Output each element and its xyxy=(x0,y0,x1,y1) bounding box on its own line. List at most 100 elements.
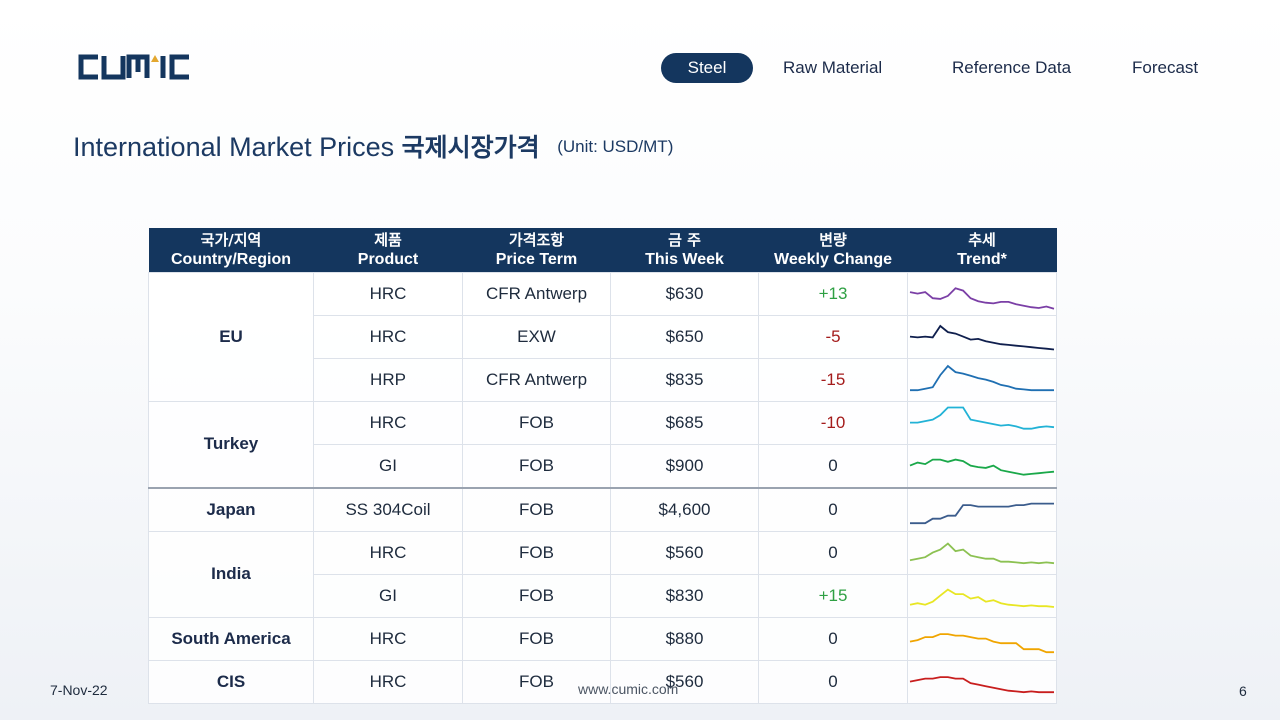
unit-label: (Unit: USD/MT) xyxy=(557,137,674,156)
trend-line xyxy=(910,364,1054,391)
trend-sparkline xyxy=(909,541,1055,564)
change-cell: 0 xyxy=(758,486,908,532)
header-price-term: 가격조항 Price Term xyxy=(462,228,611,272)
term-cell: FOB xyxy=(462,400,611,445)
trend-sparkline xyxy=(909,632,1054,653)
term-cell: FOB xyxy=(462,530,611,575)
table-row: South America HRC FOB $880 0 xyxy=(148,616,1057,661)
trend-sparkline xyxy=(909,286,1055,310)
trend-sparkline xyxy=(910,364,1054,391)
trend-line xyxy=(909,588,1055,608)
price-cell: $830 xyxy=(610,573,759,618)
term-cell: FOB xyxy=(462,659,611,704)
market-price-table: 국가/지역 Country/Region 제품 Product 가격조항 Price … xyxy=(148,228,1057,704)
price-cell: $835 xyxy=(610,357,759,402)
change-cell: -5 xyxy=(758,314,908,359)
product-cell: GI xyxy=(313,573,463,618)
trend-sparkline xyxy=(909,458,1055,476)
price-cell: $650 xyxy=(610,314,759,359)
change-cell: 0 xyxy=(758,616,908,661)
header-trend: 추세 Trend* xyxy=(907,228,1057,272)
trend-cell xyxy=(907,357,1057,402)
header-country: 국가/지역 Country/Region xyxy=(148,228,314,272)
country-cell: CIS xyxy=(148,659,314,704)
table-row: HRP CFR Antwerp $835 -15 xyxy=(149,357,1057,402)
table-row: GI FOB $900 0 xyxy=(149,443,1057,488)
trend-cell xyxy=(907,616,1057,661)
product-cell: HRP xyxy=(313,357,463,402)
page-title-en: International Market Prices xyxy=(73,132,395,162)
change-cell: -15 xyxy=(758,357,908,402)
nav-reference-data-tab[interactable]: Reference Data xyxy=(952,58,1072,77)
page-title: International Market Prices 국제시장가격 (Unit… xyxy=(73,128,673,164)
term-cell: CFR Antwerp xyxy=(462,357,611,402)
product-cell: HRC xyxy=(313,271,463,316)
term-cell: FOB xyxy=(462,616,611,661)
trend-line xyxy=(909,541,1055,564)
trend-cell xyxy=(907,486,1057,532)
country-cell: India xyxy=(148,530,314,618)
term-cell: FOB xyxy=(462,486,611,532)
table-row: EU HRC CFR Antwerp $630 +13 xyxy=(148,271,1057,402)
trend-sparkline xyxy=(910,502,1054,524)
country-cell: Japan xyxy=(148,486,314,532)
header-this-week: 금 주 This Week xyxy=(610,228,759,272)
trend-sparkline xyxy=(909,588,1055,608)
trend-cell xyxy=(907,443,1057,488)
price-cell: $4,600 xyxy=(610,486,759,532)
product-cell: SS 304Coil xyxy=(313,486,463,532)
table-row: Japan SS 304Coil FOB $4,600 0 xyxy=(148,486,1057,532)
page-title-ko: 국제시장가격 xyxy=(401,133,540,162)
table-header-row: 국가/지역 Country/Region 제품 Product 가격조항 Price … xyxy=(148,228,1057,272)
trend-cell xyxy=(907,314,1057,359)
table-row: CIS HRC FOB $560 0 xyxy=(148,659,1057,704)
trend-line xyxy=(909,675,1054,693)
product-cell: GI xyxy=(313,443,463,488)
price-cell: $630 xyxy=(610,271,759,316)
trend-cell xyxy=(907,659,1057,704)
change-cell: +13 xyxy=(758,271,908,316)
trend-line xyxy=(909,458,1055,476)
nav-raw-material-tab[interactable]: Raw Material xyxy=(783,58,883,77)
change-cell: +15 xyxy=(758,573,908,618)
price-cell: $900 xyxy=(610,443,759,488)
trend-cell xyxy=(907,530,1057,575)
change-cell: -10 xyxy=(758,400,908,445)
trend-line xyxy=(909,324,1055,350)
trend-line xyxy=(910,502,1054,524)
table-row: India HRC FOB $560 0 xyxy=(148,530,1057,618)
country-cell: EU xyxy=(148,271,314,402)
change-cell: 0 xyxy=(758,659,908,704)
term-cell: FOB xyxy=(462,443,611,488)
page-number: 6 xyxy=(1239,683,1247,699)
change-cell: 0 xyxy=(758,530,908,575)
header-weekly-change: 변량 Weekly Change xyxy=(758,228,908,272)
price-cell: $685 xyxy=(610,400,759,445)
table-row: GI FOB $830 +15 xyxy=(149,573,1057,618)
cumic-logo xyxy=(78,54,189,80)
nav-forecast-tab[interactable]: Forecast xyxy=(1132,58,1199,77)
term-cell: FOB xyxy=(462,573,611,618)
trend-sparkline xyxy=(909,675,1054,693)
trend-cell xyxy=(907,400,1057,445)
product-cell: HRC xyxy=(313,616,463,661)
price-cell: $560 xyxy=(610,530,759,575)
table-row: Turkey HRC FOB $685 -10 xyxy=(148,400,1057,488)
trend-sparkline xyxy=(909,324,1055,350)
trend-line xyxy=(910,406,1055,430)
product-cell: HRC xyxy=(313,314,463,359)
term-cell: EXW xyxy=(462,314,611,359)
footer-url[interactable]: www.cumic.com xyxy=(578,681,679,697)
change-cell: 0 xyxy=(758,443,908,488)
country-cell: South America xyxy=(148,616,314,661)
term-cell: CFR Antwerp xyxy=(462,271,611,316)
nav-steel-tab[interactable]: Steel xyxy=(661,53,753,83)
price-cell: $560 xyxy=(610,659,759,704)
trend-cell xyxy=(907,271,1057,316)
product-cell: HRC xyxy=(313,530,463,575)
price-cell: $880 xyxy=(610,616,759,661)
footer-date: 7-Nov-22 xyxy=(50,682,108,698)
trend-line xyxy=(909,632,1054,653)
trend-line xyxy=(909,286,1055,310)
trend-cell xyxy=(907,573,1057,618)
